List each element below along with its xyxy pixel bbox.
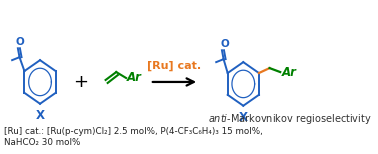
Text: O: O (16, 37, 25, 47)
Text: [Ru] cat.: [Ru(p-cym)Cl₂] 2.5 mol%, P(4-CF₃C₆H₄)₃ 15 mol%,: [Ru] cat.: [Ru(p-cym)Cl₂] 2.5 mol%, P(4-… (4, 127, 263, 136)
Text: NaHCO₂ 30 mol%: NaHCO₂ 30 mol% (4, 138, 81, 147)
Text: X: X (239, 111, 248, 124)
Text: Ar: Ar (282, 66, 297, 79)
Text: O: O (220, 39, 229, 49)
Text: $\it{anti}$-Markovnikov regioselectivity: $\it{anti}$-Markovnikov regioselectivity (208, 112, 372, 126)
Text: +: + (73, 73, 88, 91)
Text: Ar: Ar (127, 71, 142, 85)
Text: [Ru] cat.: [Ru] cat. (147, 61, 201, 71)
Text: X: X (36, 109, 45, 122)
